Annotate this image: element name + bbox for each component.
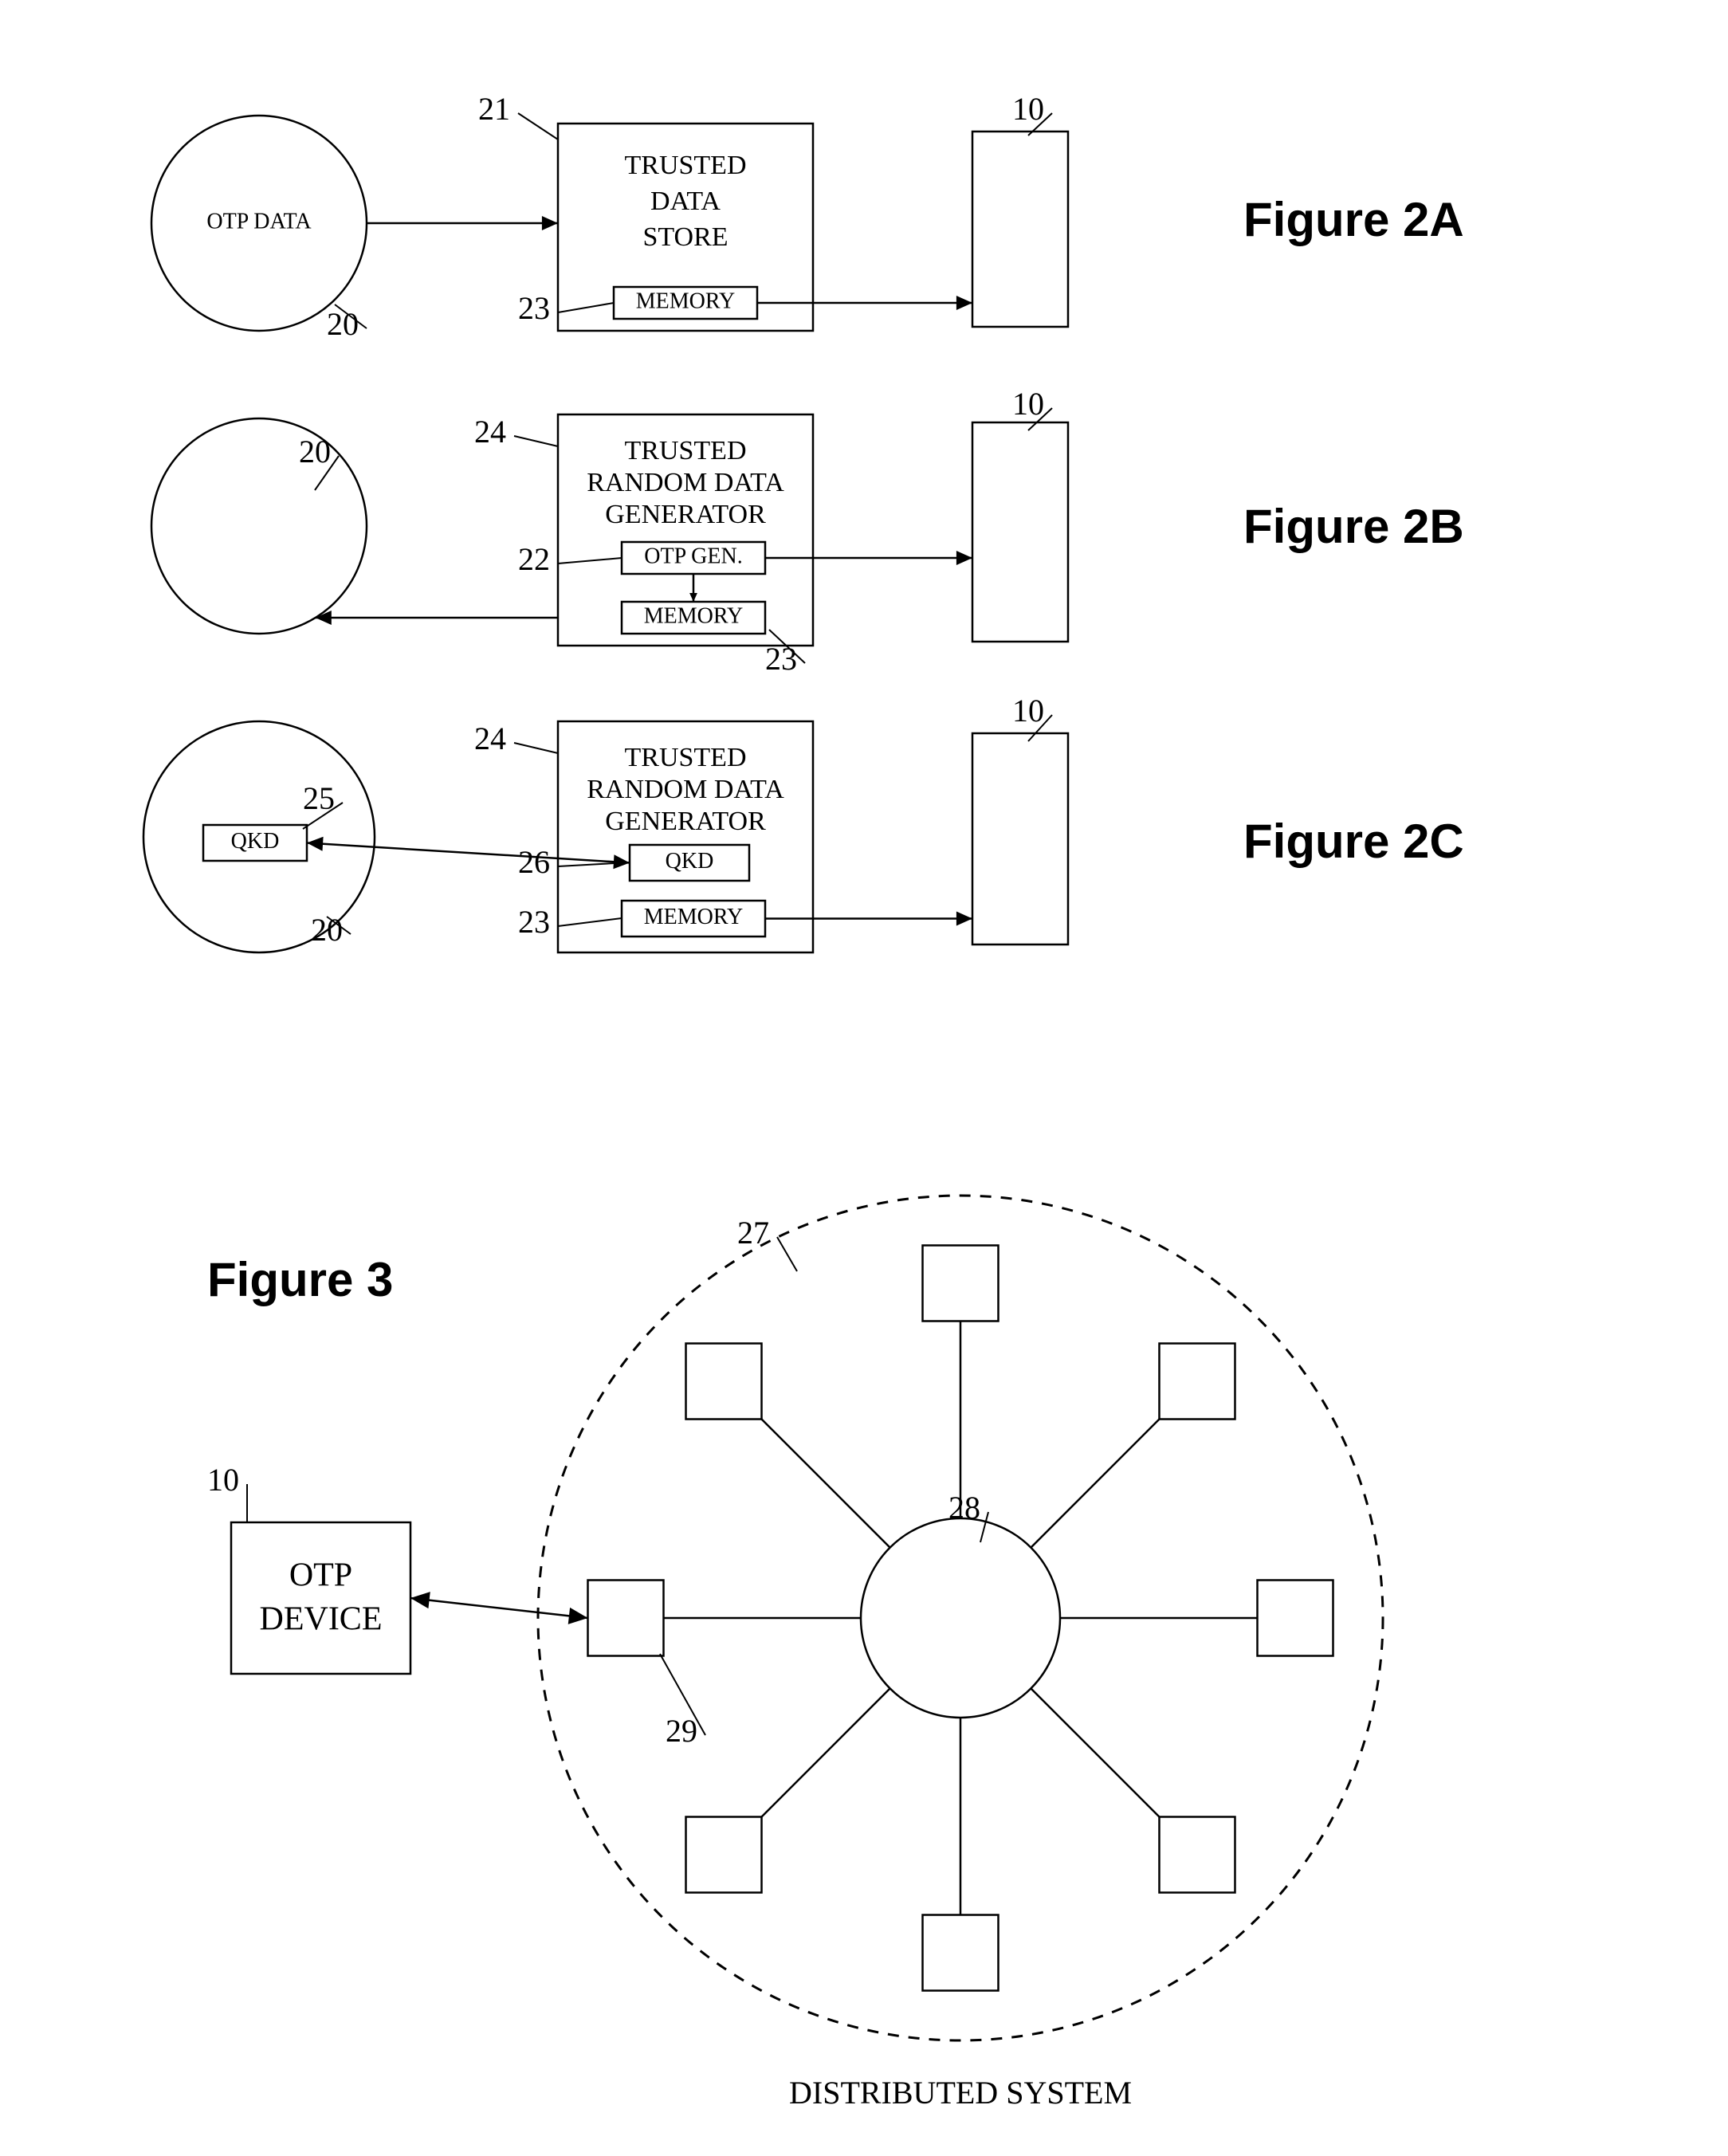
svg-text:QKD: QKD [666, 849, 714, 874]
svg-text:Figure 2A: Figure 2A [1243, 193, 1464, 246]
svg-text:GENERATOR: GENERATOR [605, 500, 766, 529]
svg-text:MEMORY: MEMORY [644, 603, 743, 628]
svg-text:24: 24 [474, 721, 506, 756]
svg-text:24: 24 [474, 414, 506, 450]
svg-text:28: 28 [948, 1490, 980, 1526]
svg-text:DEVICE: DEVICE [260, 1601, 383, 1638]
svg-text:MEMORY: MEMORY [644, 905, 743, 929]
svg-text:26: 26 [518, 844, 550, 880]
svg-text:Figure 3: Figure 3 [207, 1253, 393, 1306]
svg-text:23: 23 [518, 904, 550, 940]
svg-text:20: 20 [299, 434, 331, 469]
svg-text:25: 25 [303, 780, 335, 816]
svg-text:GENERATOR: GENERATOR [605, 807, 766, 836]
svg-text:OTP: OTP [289, 1557, 352, 1594]
svg-text:Figure 2C: Figure 2C [1243, 815, 1464, 868]
svg-text:TRUSTED: TRUSTED [625, 743, 747, 772]
svg-text:20: 20 [327, 306, 359, 342]
svg-text:RANDOM DATA: RANDOM DATA [587, 775, 784, 804]
svg-text:10: 10 [1012, 386, 1044, 422]
svg-text:TRUSTED: TRUSTED [625, 151, 747, 180]
svg-text:RANDOM DATA: RANDOM DATA [587, 468, 784, 497]
svg-text:10: 10 [1012, 693, 1044, 728]
svg-text:OTP GEN.: OTP GEN. [644, 544, 742, 568]
svg-text:29: 29 [666, 1713, 697, 1749]
svg-text:DATA: DATA [650, 187, 721, 216]
svg-text:20: 20 [311, 912, 343, 948]
svg-text:23: 23 [765, 641, 797, 677]
svg-text:Figure 2B: Figure 2B [1243, 500, 1464, 553]
svg-text:27: 27 [737, 1215, 769, 1251]
svg-text:QKD: QKD [231, 829, 280, 854]
svg-text:23: 23 [518, 290, 550, 326]
svg-text:DISTRIBUTED SYSTEM: DISTRIBUTED SYSTEM [789, 2075, 1132, 2111]
svg-text:STORE: STORE [642, 222, 728, 252]
svg-text:22: 22 [518, 541, 550, 577]
svg-text:MEMORY: MEMORY [636, 289, 735, 313]
svg-text:10: 10 [207, 1462, 239, 1498]
svg-text:OTP DATA: OTP DATA [206, 209, 312, 234]
svg-text:TRUSTED: TRUSTED [625, 436, 747, 465]
svg-text:21: 21 [478, 91, 510, 127]
svg-text:10: 10 [1012, 91, 1044, 127]
